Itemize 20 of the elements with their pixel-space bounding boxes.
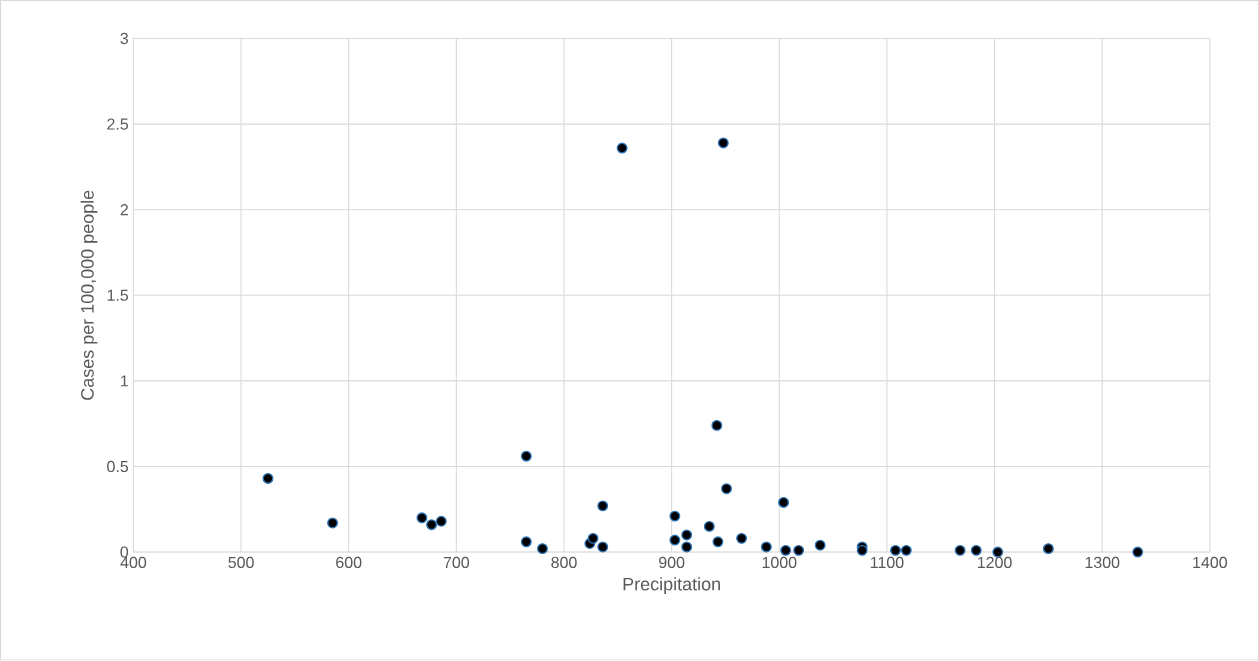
x-tick-label: 1000 [762,557,797,569]
x-tick-label: 700 [443,557,470,569]
x-axis-title: Precipitation [623,577,720,595]
x-tick-label: 1300 [1085,557,1120,569]
y-tick-label: 2.5 [107,118,129,130]
y-tick-label: 1.5 [107,289,129,302]
x-tick-label: 1400 [1193,557,1227,569]
y-tick-label: 3 [120,33,129,45]
x-tick-label: 1100 [870,557,904,569]
x-tick-label: 400 [120,557,147,569]
x-tick-label: 1200 [977,557,1012,569]
x-tick-label: 900 [659,557,685,569]
x-tick-label: 800 [551,557,577,569]
y-tick-label: 2 [120,204,128,216]
x-tick-label: 600 [336,557,362,569]
x-tick-label: 500 [228,557,254,569]
y-tick-label: 0 [120,546,129,558]
y-tick-label: 0.5 [107,461,129,473]
y-axis-title: Cases per 100,000 people [80,190,98,401]
y-tick-label: 1 [121,375,128,387]
